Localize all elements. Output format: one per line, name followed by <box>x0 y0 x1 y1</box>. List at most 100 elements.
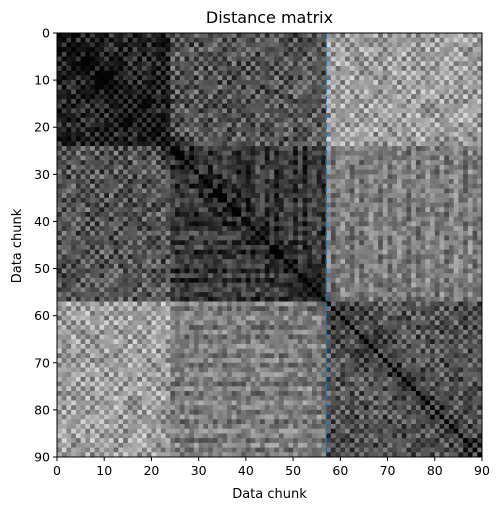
heatmap-cell <box>189 122 195 128</box>
heatmap-cell <box>349 287 355 293</box>
heatmap-cell <box>165 249 171 255</box>
heatmap-cell <box>184 117 190 123</box>
heatmap-cell <box>439 131 445 137</box>
heatmap-cell <box>316 259 322 265</box>
heatmap-cell <box>127 94 133 100</box>
heatmap-cell <box>189 98 195 105</box>
heatmap-cell <box>146 117 152 123</box>
heatmap-cell <box>170 47 176 53</box>
heatmap-cell <box>90 117 96 123</box>
heatmap-cell <box>241 212 247 218</box>
heatmap-cell <box>203 127 209 133</box>
heatmap-cell <box>363 70 370 76</box>
heatmap-cell <box>104 216 110 222</box>
heatmap-cell <box>312 164 318 170</box>
heatmap-cell <box>467 80 473 86</box>
heatmap-cell <box>321 226 327 232</box>
heatmap-cell <box>467 216 473 222</box>
heatmap-cell <box>146 216 152 222</box>
heatmap-cell <box>477 122 483 128</box>
heatmap-cell <box>453 160 459 166</box>
heatmap-cell <box>146 235 152 241</box>
heatmap-cell <box>94 146 100 152</box>
heatmap-cell <box>330 51 336 57</box>
heatmap-cell <box>420 174 426 180</box>
heatmap-cell <box>297 268 303 274</box>
heatmap-cell <box>359 188 365 194</box>
heatmap-cell <box>75 240 81 246</box>
heatmap-cell <box>118 51 124 57</box>
heatmap-cell <box>297 103 303 109</box>
heatmap-cell <box>472 174 478 180</box>
heatmap-cell <box>467 202 473 208</box>
heatmap-cell <box>151 230 157 236</box>
heatmap-cell <box>335 84 341 90</box>
heatmap-cell <box>288 254 294 260</box>
heatmap-cell <box>113 254 119 260</box>
heatmap-cell <box>170 127 176 133</box>
heatmap-cell <box>80 249 86 255</box>
heatmap-cell <box>175 75 181 81</box>
heatmap-cell <box>179 273 185 279</box>
heatmap-cell <box>104 141 110 147</box>
heatmap-cell <box>94 245 100 251</box>
heatmap-cell <box>335 94 341 100</box>
heatmap-cell <box>293 188 299 194</box>
heatmap-cell <box>307 277 313 284</box>
heatmap-cell <box>203 94 209 100</box>
heatmap-cell <box>406 183 412 189</box>
heatmap-cell <box>354 179 360 185</box>
heatmap-cell <box>434 84 440 90</box>
heatmap-cell <box>250 197 256 203</box>
heatmap-cell <box>118 207 124 213</box>
heatmap-cell <box>165 245 171 251</box>
heatmap-cell <box>160 197 166 203</box>
heatmap-cell <box>448 65 455 72</box>
heatmap-cell <box>85 169 91 175</box>
heatmap-cell <box>132 150 138 156</box>
heatmap-cell <box>85 150 91 156</box>
heatmap-cell <box>387 89 393 95</box>
heatmap-cell <box>118 113 124 119</box>
heatmap-cell <box>165 164 171 170</box>
heatmap-cell <box>392 127 398 133</box>
heatmap-cell <box>198 263 204 269</box>
heatmap-cell <box>387 127 393 133</box>
heatmap-cell <box>439 122 445 128</box>
heatmap-cell <box>231 287 237 293</box>
heatmap-cell <box>85 146 91 152</box>
heatmap-cell <box>75 47 81 53</box>
heatmap-cell <box>222 174 228 180</box>
heatmap-cell <box>255 33 261 39</box>
heatmap-cell <box>363 193 370 199</box>
heatmap-cell <box>85 84 91 90</box>
heatmap-cell <box>335 230 341 236</box>
heatmap-cell <box>123 51 129 57</box>
heatmap-cell <box>354 56 360 62</box>
heatmap-cell <box>179 131 185 137</box>
heatmap-cell <box>80 254 86 260</box>
heatmap-cell <box>61 273 67 279</box>
heatmap-cell <box>66 169 72 175</box>
heatmap-cell <box>349 207 355 213</box>
heatmap-cell <box>250 37 256 43</box>
heatmap-cell <box>335 75 341 81</box>
heatmap-cell <box>250 131 256 137</box>
heatmap-cell <box>217 235 223 241</box>
heatmap-cell <box>406 75 412 81</box>
heatmap-cell <box>293 56 299 62</box>
heatmap-cell <box>302 193 308 199</box>
heatmap-cell <box>312 226 318 232</box>
heatmap-cell <box>269 103 275 109</box>
heatmap-cell <box>444 84 450 90</box>
heatmap-cell <box>57 169 63 175</box>
heatmap-cell <box>189 33 195 39</box>
heatmap-cell <box>236 277 242 284</box>
heatmap-cell <box>477 113 483 119</box>
heatmap-cell <box>453 183 459 189</box>
heatmap-cell <box>312 146 318 152</box>
heatmap-cell <box>123 131 129 137</box>
heatmap-cell <box>80 61 86 67</box>
heatmap-cell <box>132 42 138 48</box>
heatmap-cell <box>439 230 445 236</box>
